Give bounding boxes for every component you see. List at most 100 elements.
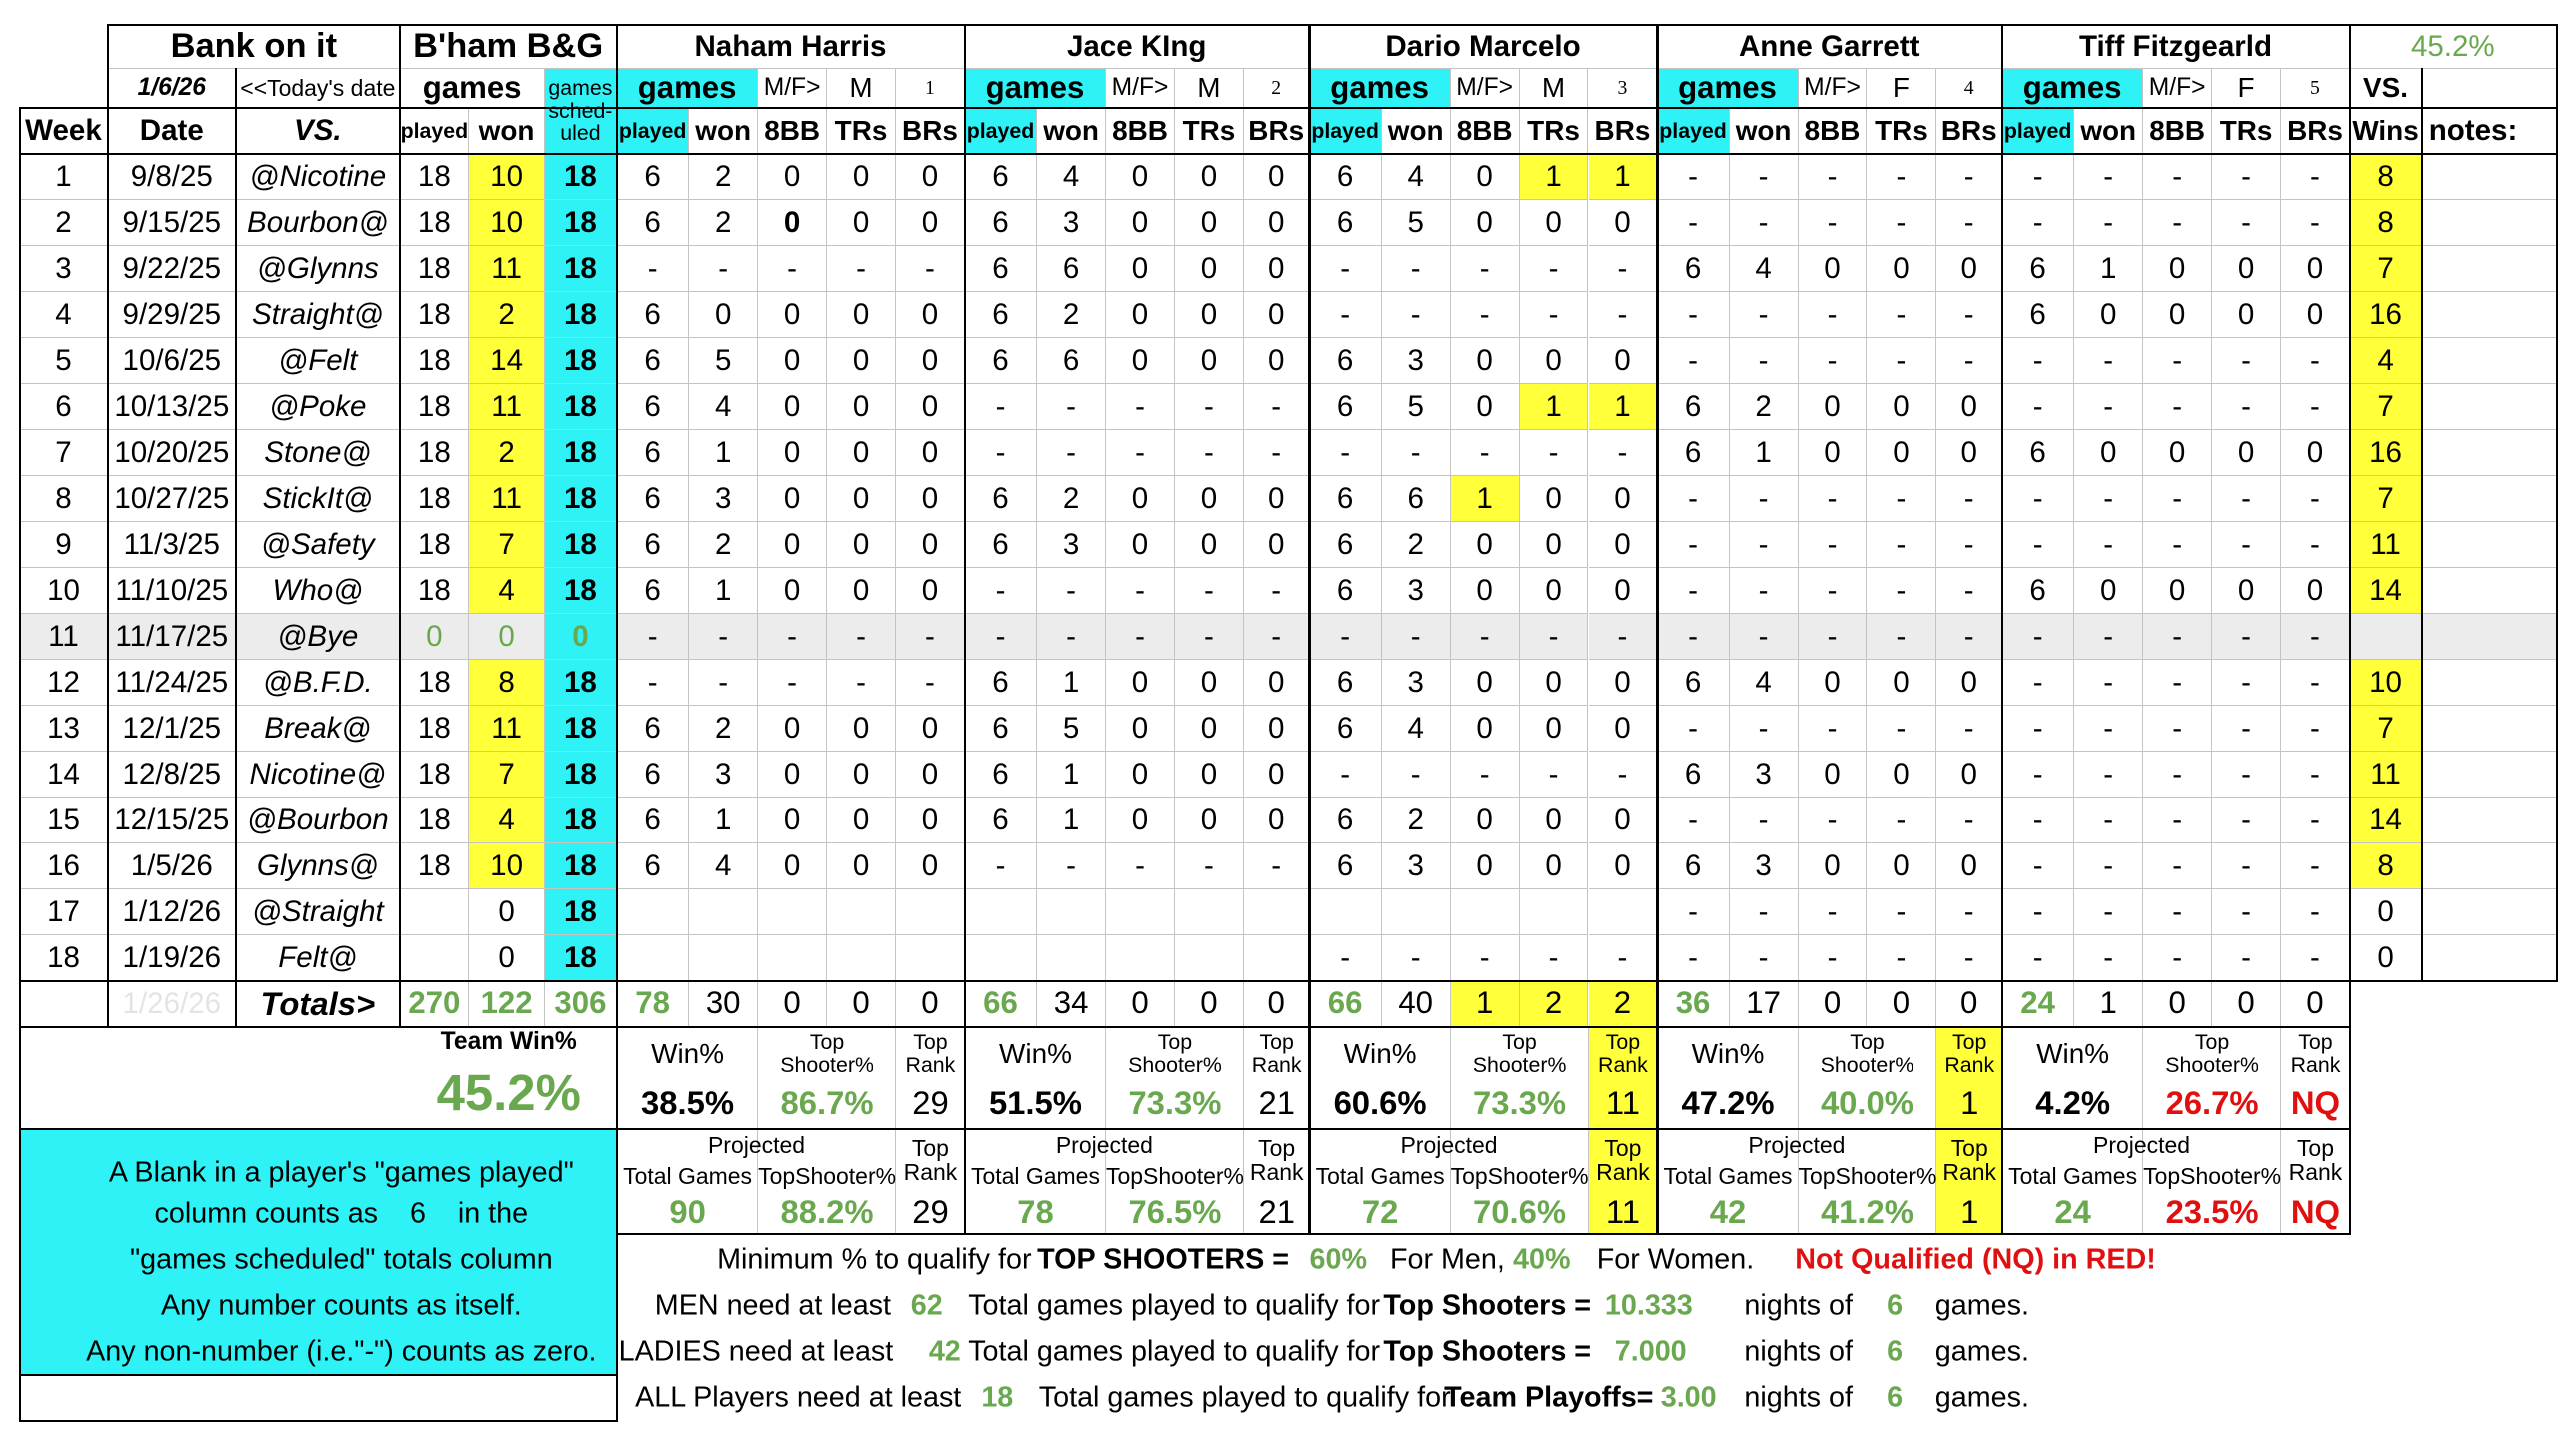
player-stat-text: - bbox=[2103, 665, 2114, 699]
player-stat-text: - bbox=[1271, 849, 1282, 883]
player-stat-text: - bbox=[2241, 389, 2251, 423]
team-played-text: 18 bbox=[417, 252, 451, 286]
player-stat-text: - bbox=[2103, 941, 2114, 975]
rule-text: 6 bbox=[1887, 1289, 1904, 1322]
col-header: won bbox=[1729, 108, 1799, 155]
mf-label-text: M/F> bbox=[1456, 74, 1513, 102]
player-name: Naham Harris bbox=[617, 24, 965, 69]
col-header: TRs bbox=[827, 108, 896, 155]
player-stat-text: - bbox=[1548, 252, 1559, 286]
week-date: 9/8/25 bbox=[108, 154, 237, 201]
proj-cell bbox=[1936, 1129, 2003, 1235]
team-played-text: 18 bbox=[417, 481, 451, 515]
player-stat-text: 6 bbox=[644, 757, 661, 791]
player-stat: - bbox=[2143, 154, 2213, 201]
player-stat: - bbox=[1867, 613, 1937, 660]
player-stat: 0 bbox=[2281, 429, 2350, 476]
projected-label: Projected bbox=[1310, 1129, 1589, 1160]
player-number-text: 1 bbox=[925, 76, 935, 99]
player-stat: 3 bbox=[1729, 843, 1799, 890]
player-stat: - bbox=[2281, 751, 2350, 798]
player-total: 0 bbox=[1936, 981, 2003, 1028]
projected-label-text: Projected bbox=[1400, 1131, 1498, 1158]
rule-text: For Women. bbox=[1596, 1243, 1755, 1276]
player-stat-text: - bbox=[718, 252, 729, 286]
projected-label: Projected bbox=[1657, 1129, 1936, 1160]
player-stat: - bbox=[1106, 429, 1175, 476]
player-stat: 0 bbox=[1174, 292, 1244, 339]
player-stat: - bbox=[2281, 338, 2350, 384]
player-stat: - bbox=[1588, 429, 1658, 476]
border-line bbox=[107, 23, 2558, 26]
mf-value: M bbox=[827, 68, 896, 109]
player-stat-text: 0 bbox=[783, 344, 801, 377]
player-stat: 0 bbox=[1588, 843, 1658, 890]
player-stat: 0 bbox=[1588, 521, 1658, 568]
week-date: 12/1/25 bbox=[108, 705, 237, 752]
proj-games-text: 78 bbox=[1017, 1193, 1054, 1231]
week-number-text: 16 bbox=[47, 849, 80, 883]
opponent-text: Break@ bbox=[264, 711, 372, 745]
player-stat-text: - bbox=[2241, 160, 2251, 194]
player-stat-text: 0 bbox=[852, 757, 870, 791]
col-header: VS. bbox=[2349, 68, 2423, 109]
week-number: 18 bbox=[19, 935, 109, 982]
shooter-label-text: Top Shooter% bbox=[2166, 1030, 2259, 1077]
player-stat-text: 0 bbox=[1267, 665, 1285, 699]
team-played: 18 bbox=[400, 843, 470, 890]
player-stat: 0 bbox=[1588, 338, 1658, 384]
blank-cell bbox=[19, 1375, 618, 1422]
player-stat: 0 bbox=[896, 705, 965, 752]
rank-value-text: NQ bbox=[2290, 1083, 2341, 1121]
player-stat: 3 bbox=[689, 751, 759, 798]
team-scheduled: 18 bbox=[544, 292, 618, 339]
player-stat-text: - bbox=[787, 619, 798, 653]
player-stat: 0 bbox=[1936, 384, 2003, 430]
player-stat: - bbox=[2002, 338, 2075, 384]
player-stat: 0 bbox=[2143, 292, 2213, 339]
note-cell bbox=[2422, 246, 2557, 293]
player-stat: - bbox=[1936, 613, 2003, 660]
player-stat-text: 0 bbox=[1614, 665, 1631, 699]
week-date: 10/27/25 bbox=[108, 475, 237, 522]
player-stat: - bbox=[1381, 613, 1451, 660]
player-stat-text: 0 bbox=[1200, 665, 1218, 699]
team-played bbox=[400, 889, 470, 936]
player-stat-text: - bbox=[2241, 803, 2251, 837]
player-stat: - bbox=[2281, 935, 2350, 982]
week-date: 12/8/25 bbox=[108, 751, 237, 798]
player-stat-text: 2 bbox=[1062, 298, 1080, 332]
player-stat: - bbox=[1657, 705, 1730, 752]
player-stat-text: 0 bbox=[1476, 344, 1493, 377]
player-stat-text: 0 bbox=[2306, 252, 2324, 286]
player-stat-text: 1 bbox=[714, 573, 732, 607]
week-number: 14 bbox=[19, 751, 109, 798]
week-date: 1/19/26 bbox=[108, 935, 237, 982]
player-stat: - bbox=[1867, 567, 1937, 614]
player-stat: - bbox=[2281, 200, 2350, 247]
total-won-text: 122 bbox=[480, 985, 533, 1021]
proj-shooter-label: TopShooter% bbox=[1799, 1160, 1937, 1191]
player-stat: - bbox=[1174, 843, 1244, 890]
player-stat: - bbox=[1798, 521, 1868, 568]
opponent-wins-text: 16 bbox=[2369, 298, 2402, 332]
player-stat: 0 bbox=[2281, 246, 2350, 293]
week-number-text: 2 bbox=[55, 206, 72, 240]
player-stat-text: - bbox=[1688, 481, 1698, 515]
opponent: @Bourbon bbox=[236, 797, 401, 844]
player-stat bbox=[1174, 935, 1244, 982]
proj-rank-label-text: Top Rank bbox=[1942, 1135, 1997, 1186]
week-number-text: 5 bbox=[55, 344, 72, 377]
player-stat: 6 bbox=[1309, 705, 1382, 752]
team-won: 4 bbox=[469, 567, 545, 614]
player-stat: 6 bbox=[2002, 567, 2075, 614]
player-stat-text: - bbox=[2172, 389, 2183, 423]
player-name: Jace KIng bbox=[964, 24, 1310, 69]
team-won: 0 bbox=[469, 889, 545, 936]
player-stat-text: - bbox=[1758, 619, 1769, 653]
team-win-value-text: 45.2% bbox=[436, 1064, 581, 1122]
player-stat-text: - bbox=[1827, 206, 1838, 240]
player-stat: 2 bbox=[689, 521, 759, 568]
team-played: 18 bbox=[400, 659, 470, 706]
